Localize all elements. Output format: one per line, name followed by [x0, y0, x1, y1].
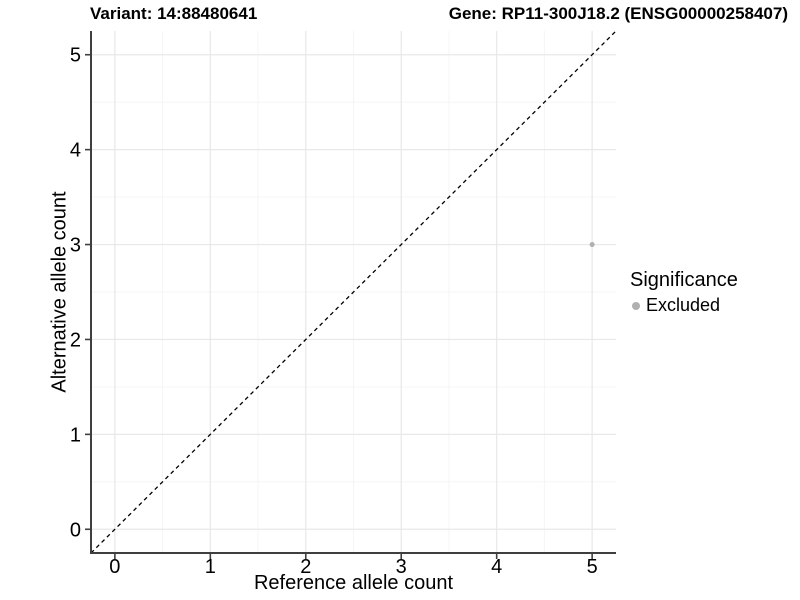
y-tick-label: 1 — [70, 424, 81, 446]
legend: Significance Excluded — [630, 269, 738, 316]
y-tick-label: 4 — [70, 140, 81, 162]
y-tick-label: 0 — [70, 519, 81, 541]
x-tick-label: 2 — [300, 556, 311, 578]
variant-title: Variant: 14:88480641 — [90, 4, 258, 23]
data-point — [589, 242, 595, 248]
y-axis-title: Alternative allele count — [48, 191, 71, 393]
legend-title: Significance — [630, 269, 738, 291]
legend-item-label: Excluded — [646, 295, 721, 315]
identity-line — [90, 30, 617, 554]
legend-item-excluded: Excluded — [630, 295, 738, 316]
x-tick-label: 4 — [491, 556, 502, 578]
excluded-point-icon — [632, 301, 640, 310]
x-tick-label: 5 — [587, 556, 598, 578]
gene-title: Gene: RP11-300J18.2 (ENSG00000258407) — [448, 4, 788, 23]
y-tick-label: 5 — [70, 45, 81, 67]
y-tick-label: 2 — [70, 329, 81, 351]
x-axis-title: Reference allele count — [253, 572, 453, 594]
x-tick-label: 0 — [109, 556, 120, 578]
x-tick-label: 1 — [205, 556, 216, 578]
y-tick-label: 3 — [70, 235, 81, 257]
x-tick-label: 3 — [396, 556, 407, 578]
